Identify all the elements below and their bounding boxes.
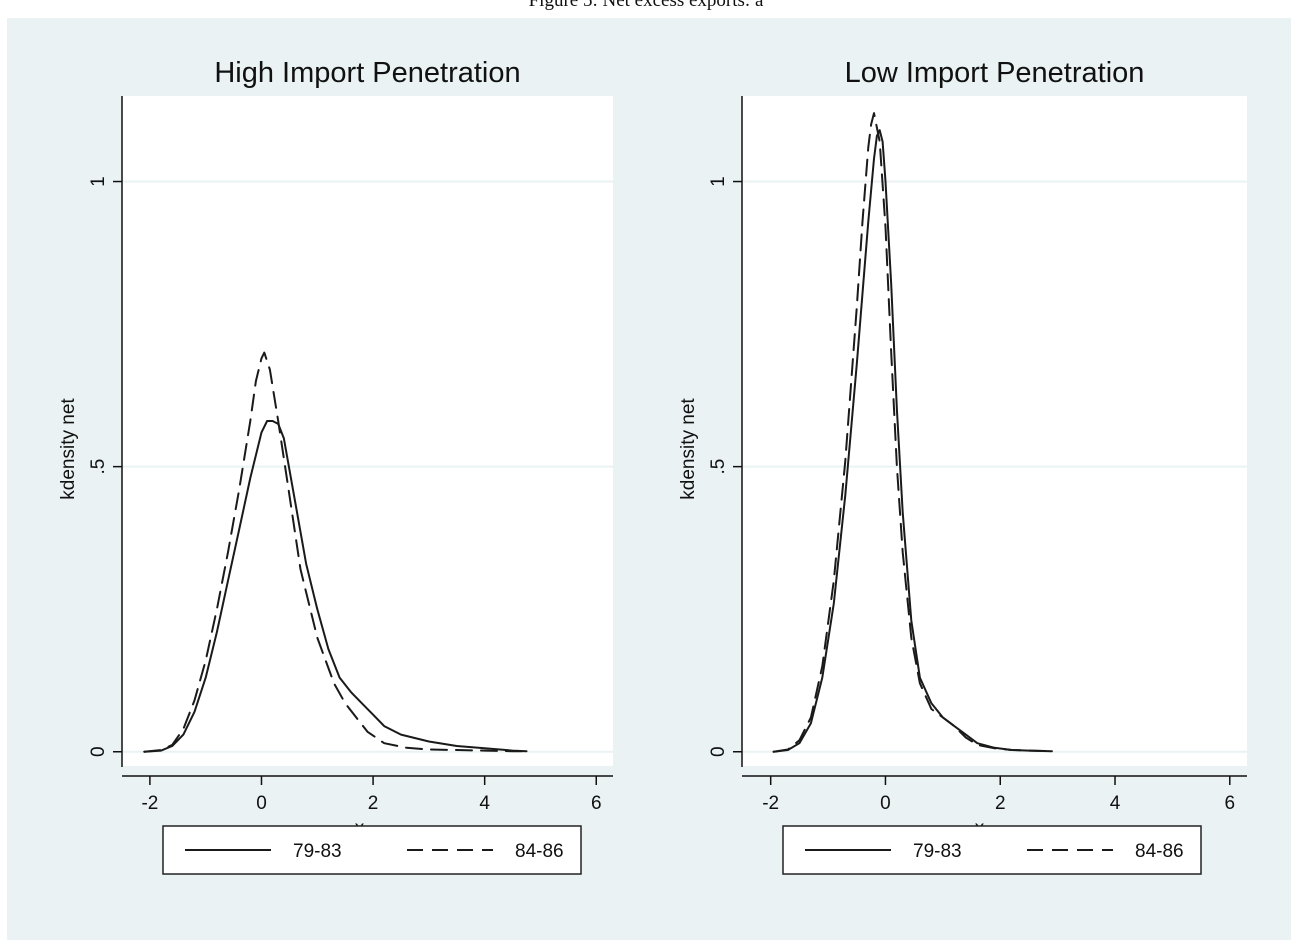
legend-label-84-86: 84-86	[515, 841, 564, 862]
x-tick-label-3: 4	[479, 793, 490, 814]
legend-label-84-86: 84-86	[1135, 841, 1184, 862]
legend-label-79-83: 79-83	[293, 841, 342, 862]
x-tick-label-4: 6	[591, 793, 602, 814]
y-tick-label-0: 0	[708, 746, 729, 757]
x-tick-label-1: 0	[880, 793, 891, 814]
x-tick-label-2: 2	[368, 793, 379, 814]
legend: 79-83 84-86	[782, 825, 1202, 875]
chart-title: High Import Penetration	[214, 57, 520, 89]
chart-title: Low Import Penetration	[845, 57, 1145, 89]
x-tick-label-1: 0	[256, 793, 267, 814]
y-axis-label: kdensity net	[678, 398, 699, 500]
y-tick-label-1: .5	[708, 459, 729, 475]
legend: 79-83 84-86	[162, 825, 582, 875]
x-tick-label-0: -2	[141, 793, 158, 814]
y-tick-label-1: .5	[88, 459, 109, 475]
x-tick-label-4: 6	[1224, 793, 1235, 814]
plot-area	[122, 96, 613, 766]
y-tick-label-2: 1	[88, 176, 109, 187]
x-tick-label-0: -2	[762, 793, 779, 814]
y-tick-label-0: 0	[88, 746, 109, 757]
series-line-84-86	[143, 351, 528, 753]
y-axis-label: kdensity net	[58, 398, 79, 500]
legend-label-79-83: 79-83	[913, 841, 962, 862]
plot-area	[742, 96, 1247, 766]
series-line-79-83	[772, 129, 1053, 753]
x-tick-label-2: 2	[995, 793, 1006, 814]
series-line-79-83	[143, 420, 528, 753]
y-tick-label-2: 1	[708, 176, 729, 187]
figure-caption: Figure 5: Net excess exports: a	[528, 0, 764, 11]
series-line-84-86	[772, 112, 1053, 753]
x-tick-label-3: 4	[1110, 793, 1121, 814]
